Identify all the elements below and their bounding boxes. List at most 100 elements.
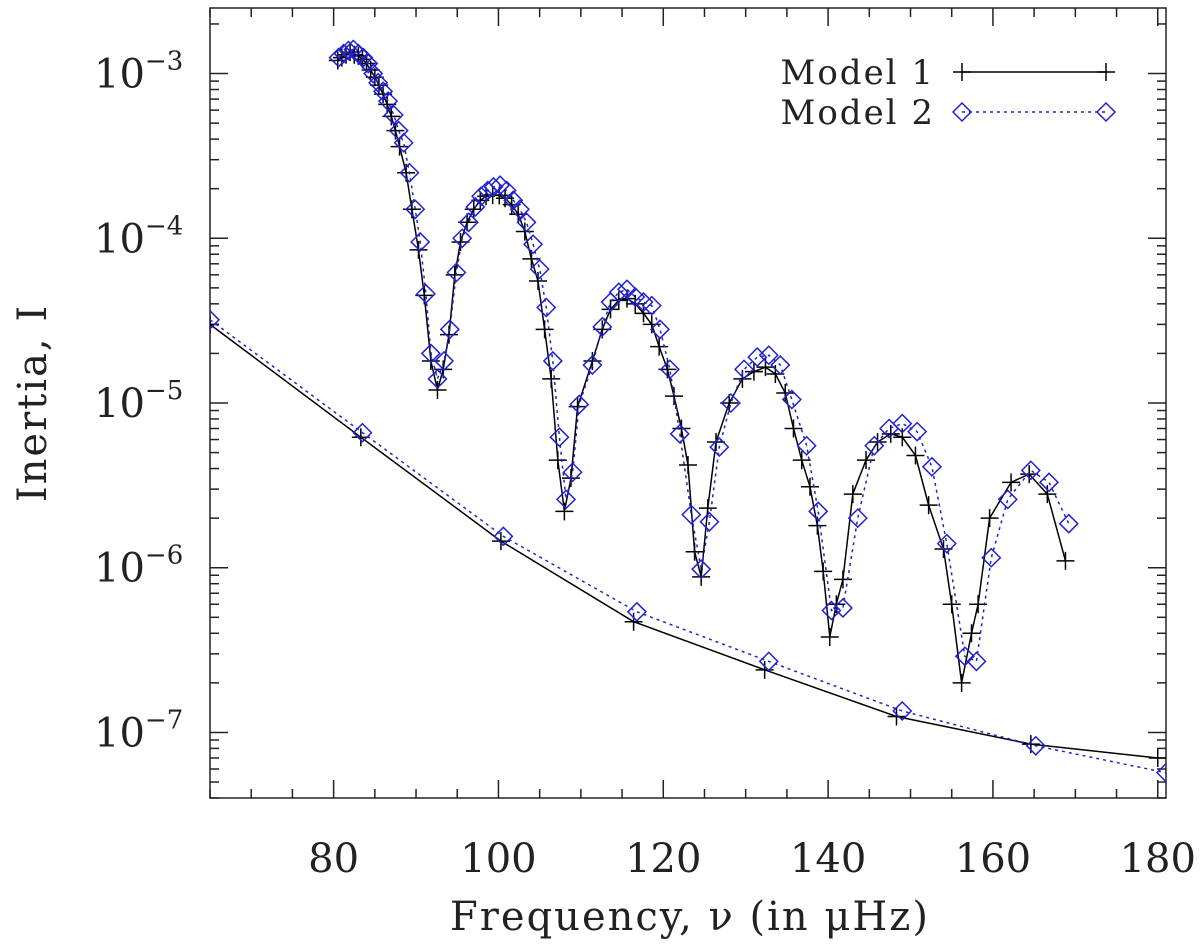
plus-marker (555, 502, 574, 521)
plus-marker (887, 707, 906, 726)
plus-marker (755, 660, 774, 679)
diamond-marker (720, 392, 741, 414)
plus-marker (1056, 551, 1075, 570)
plus-marker (685, 542, 704, 561)
diamond-marker (427, 368, 448, 389)
diamond-marker (338, 40, 359, 61)
series-2 (328, 39, 1079, 672)
diamond-marker (832, 597, 853, 618)
plus-marker (542, 369, 561, 388)
y-tick-label: 10−4 (94, 211, 183, 262)
diamond-marker (592, 316, 613, 337)
diamond-marker (808, 501, 829, 522)
plus-marker (720, 394, 739, 412)
plus-marker (893, 428, 912, 447)
diamond-marker (1025, 735, 1046, 756)
diamond-marker (907, 421, 928, 442)
diamond-marker (516, 212, 537, 233)
plus-marker (1038, 485, 1057, 504)
diamond-marker (981, 547, 1002, 568)
plus-marker (857, 451, 876, 470)
legend-marker (1097, 63, 1115, 81)
legend-marker (1095, 101, 1117, 123)
diamond-marker (352, 422, 373, 443)
plus-marker (942, 595, 961, 614)
diamond-marker (821, 600, 842, 621)
plus-marker (535, 320, 554, 339)
diamond-marker (892, 700, 913, 722)
plus-marker (843, 485, 862, 504)
axis-ticks (209, 8, 1166, 799)
diamond-marker (892, 413, 913, 434)
diamond-marker (649, 319, 671, 340)
series-layer (210, 39, 1166, 783)
diamond-marker (847, 508, 868, 529)
diamond-marker (420, 343, 441, 364)
series-4 (210, 309, 1166, 783)
diamond-marker (796, 435, 817, 456)
diamond-marker (549, 427, 570, 448)
diamond-marker (415, 283, 436, 304)
diamond-marker (555, 489, 577, 510)
diamond-marker (373, 81, 394, 102)
plus-marker (820, 627, 839, 646)
diamond-marker (608, 282, 629, 303)
diamond-marker (966, 651, 987, 672)
series-line (338, 48, 1070, 663)
diamond-marker (641, 295, 662, 316)
plus-marker (952, 673, 971, 692)
y-tick-label: 10−7 (94, 705, 183, 756)
diamond-marker (393, 132, 414, 153)
diamond-marker (626, 601, 647, 622)
diamond-marker (954, 646, 975, 667)
x-tick-label: 100 (460, 836, 536, 882)
diamond-marker (625, 286, 646, 308)
legend-marker (953, 63, 971, 81)
plus-marker (601, 300, 620, 319)
diamond-marker (699, 511, 720, 532)
diamond-marker (691, 559, 712, 580)
x-axis-title: Frequency, ν (in μHz) (450, 894, 930, 940)
plus-marker (624, 612, 643, 631)
plus-marker (561, 469, 580, 488)
diamond-marker (465, 196, 486, 217)
diamond-marker (377, 91, 399, 112)
plot-frame (209, 7, 1167, 799)
diamond-marker (569, 394, 590, 415)
diamond-marker (383, 104, 404, 126)
plus-marker (428, 380, 447, 399)
diamond-marker (997, 489, 1018, 510)
plus-marker (784, 419, 803, 438)
plus-marker (1002, 473, 1021, 492)
x-tick-label: 80 (308, 836, 359, 882)
diamond-marker (582, 354, 603, 376)
diamond-marker (405, 199, 426, 220)
plus-marker (650, 337, 669, 356)
x-tick-label: 140 (790, 836, 866, 882)
diamond-marker (1155, 762, 1166, 783)
plus-marker (919, 496, 938, 515)
diamond-marker (747, 347, 768, 368)
plus-marker (515, 222, 534, 241)
diamond-marker (333, 43, 354, 64)
diamond-marker (681, 504, 702, 525)
plus-marker (679, 456, 697, 475)
diamond-marker (363, 63, 384, 84)
diamond-marker (399, 162, 420, 183)
diamond-marker (483, 176, 504, 197)
diamond-marker (433, 350, 455, 372)
diamond-marker (509, 199, 530, 220)
diamond-marker (936, 533, 957, 554)
plus-marker (962, 624, 981, 643)
diamond-marker (864, 435, 885, 456)
plus-marker (800, 477, 819, 496)
diamond-marker (758, 345, 779, 366)
plus-marker (692, 567, 711, 586)
legend-marker (951, 101, 973, 123)
diamond-marker (368, 72, 389, 93)
plus-marker (906, 446, 925, 465)
plus-marker (814, 562, 833, 581)
diamond-marker (496, 180, 517, 201)
